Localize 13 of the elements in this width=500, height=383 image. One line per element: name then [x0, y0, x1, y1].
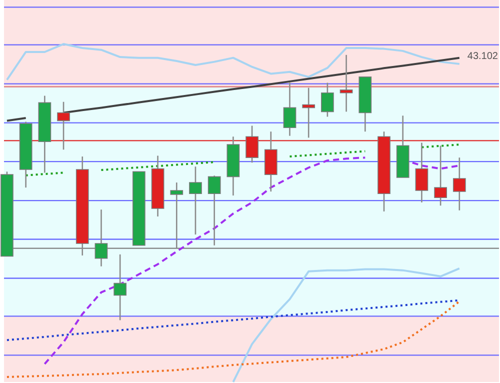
candlestick [57, 101, 70, 150]
candlestick [415, 142, 428, 204]
annotation: 43.102 [467, 50, 498, 62]
candlestick [208, 174, 221, 246]
candlestick [283, 82, 296, 136]
candlestick [189, 166, 202, 236]
candlestick [434, 144, 447, 206]
candlestick [452, 156, 466, 212]
candlestick [302, 87, 316, 138]
candlestick [114, 254, 127, 321]
candlestick [321, 82, 334, 118]
candlestick [246, 125, 258, 164]
candlestick [340, 54, 353, 112]
